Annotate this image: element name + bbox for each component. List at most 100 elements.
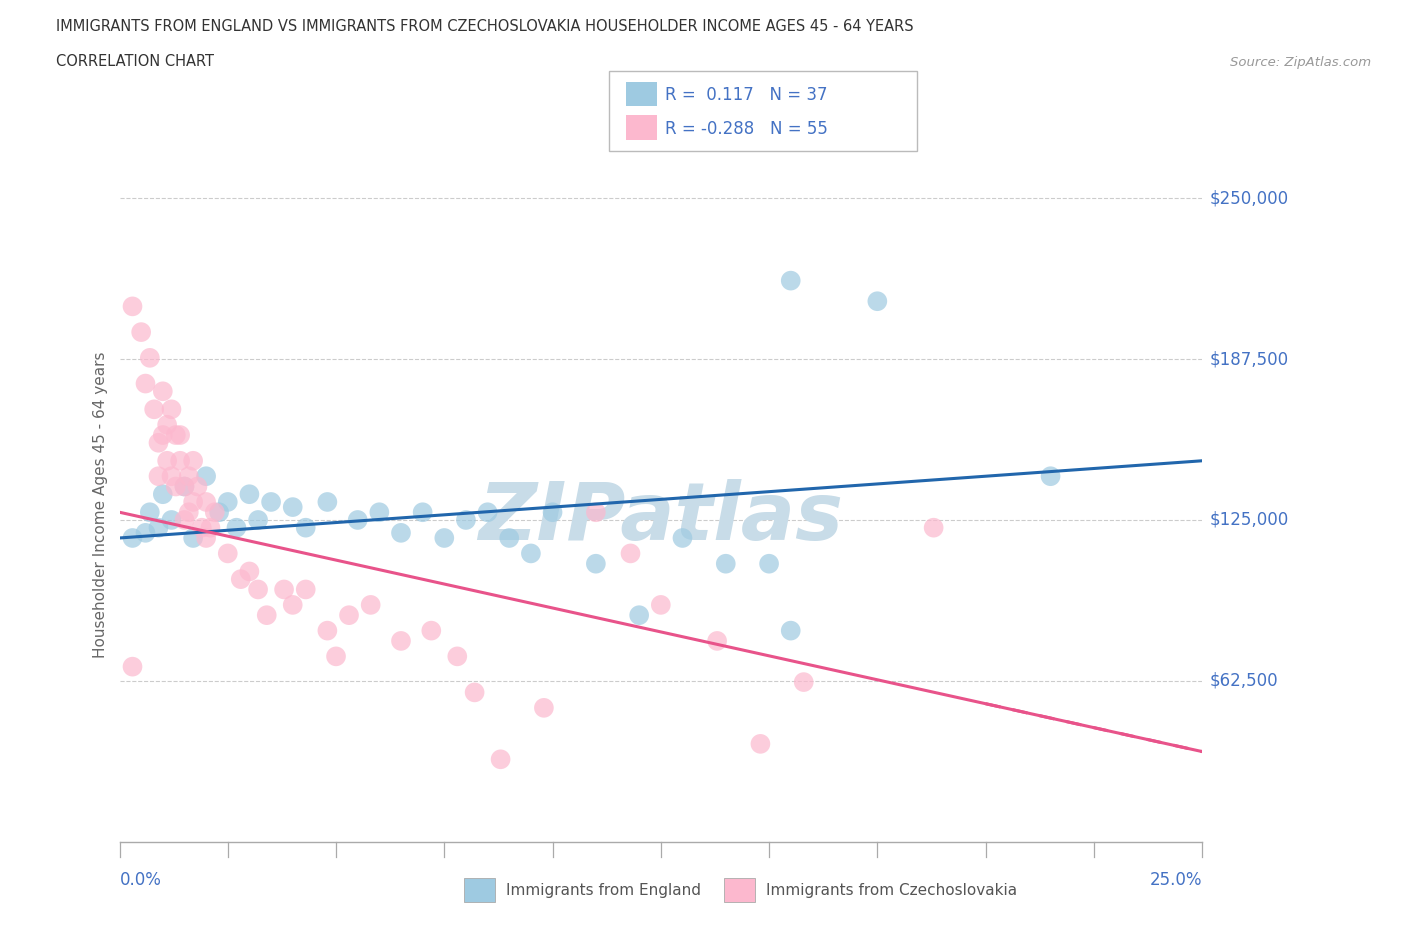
Point <box>533 700 555 715</box>
Point <box>922 520 945 535</box>
Point <box>200 520 222 535</box>
Point <box>1039 469 1062 484</box>
Point <box>160 402 183 417</box>
Text: 25.0%: 25.0% <box>1150 871 1202 889</box>
Point <box>156 453 179 468</box>
Text: 0.0%: 0.0% <box>120 871 162 889</box>
Point <box>134 376 156 391</box>
Point <box>793 674 815 689</box>
Point <box>714 556 737 571</box>
Point <box>541 505 564 520</box>
Text: Immigrants from England: Immigrants from England <box>506 883 702 897</box>
Point <box>177 505 200 520</box>
Point <box>217 495 239 510</box>
Point <box>273 582 295 597</box>
Point <box>671 530 693 545</box>
Point <box>619 546 641 561</box>
Point <box>585 556 607 571</box>
Point <box>498 530 520 545</box>
Point <box>148 435 170 450</box>
Point <box>294 582 316 597</box>
Point <box>225 520 247 535</box>
Text: Source: ZipAtlas.com: Source: ZipAtlas.com <box>1230 56 1371 69</box>
Point <box>238 564 260 578</box>
Point <box>247 512 270 527</box>
Point <box>360 597 382 612</box>
Point <box>706 633 728 648</box>
Point <box>464 685 486 700</box>
Point <box>160 469 183 484</box>
Text: $187,500: $187,500 <box>1209 350 1288 368</box>
Point <box>316 495 339 510</box>
Point <box>281 597 304 612</box>
Point <box>148 469 170 484</box>
Point <box>389 525 412 540</box>
Point <box>204 505 226 520</box>
Point <box>148 520 170 535</box>
Point <box>238 486 260 501</box>
Point <box>143 402 166 417</box>
Point <box>281 499 304 514</box>
Point <box>121 659 143 674</box>
Point <box>446 649 468 664</box>
Point <box>195 495 218 510</box>
Text: $125,000: $125,000 <box>1209 511 1288 529</box>
Point <box>208 505 231 520</box>
Point <box>152 384 174 399</box>
Point <box>121 530 143 545</box>
Point <box>195 530 218 545</box>
Point <box>139 351 162 365</box>
Point <box>195 469 218 484</box>
Point <box>173 479 195 494</box>
Point <box>316 623 339 638</box>
Text: IMMIGRANTS FROM ENGLAND VS IMMIGRANTS FROM CZECHOSLOVAKIA HOUSEHOLDER INCOME AGE: IMMIGRANTS FROM ENGLAND VS IMMIGRANTS FR… <box>56 19 914 33</box>
Text: R = -0.288   N = 55: R = -0.288 N = 55 <box>665 120 828 138</box>
Point <box>181 530 204 545</box>
Point <box>368 505 391 520</box>
Text: Immigrants from Czechoslovakia: Immigrants from Czechoslovakia <box>766 883 1018 897</box>
Point <box>173 479 195 494</box>
Point <box>420 623 443 638</box>
Point <box>169 453 191 468</box>
Point <box>177 469 200 484</box>
Point <box>156 418 179 432</box>
Point <box>585 505 607 520</box>
Point <box>186 479 208 494</box>
Point <box>260 495 283 510</box>
Point <box>337 607 360 622</box>
Point <box>169 428 191 443</box>
Point <box>129 325 152 339</box>
Point <box>779 273 801 288</box>
Point <box>165 479 187 494</box>
Point <box>139 505 162 520</box>
Text: $250,000: $250,000 <box>1209 190 1288 207</box>
Point <box>749 737 772 751</box>
Point <box>866 294 889 309</box>
Point <box>433 530 456 545</box>
Point <box>758 556 780 571</box>
Point <box>152 486 174 501</box>
Point <box>454 512 477 527</box>
Point <box>628 607 651 622</box>
Point <box>121 299 143 313</box>
Point <box>520 546 543 561</box>
Point <box>191 520 214 535</box>
Y-axis label: Householder Income Ages 45 - 64 years: Householder Income Ages 45 - 64 years <box>93 352 108 658</box>
Point <box>294 520 316 535</box>
Point <box>256 607 278 622</box>
Point <box>165 428 187 443</box>
Point <box>412 505 434 520</box>
Point <box>217 546 239 561</box>
Text: R =  0.117   N = 37: R = 0.117 N = 37 <box>665 86 828 104</box>
Text: $62,500: $62,500 <box>1209 671 1278 690</box>
Point <box>134 525 156 540</box>
Point <box>181 453 204 468</box>
Point <box>389 633 412 648</box>
Point <box>346 512 368 527</box>
Point <box>152 428 174 443</box>
Point <box>325 649 347 664</box>
Point <box>173 512 195 527</box>
Point <box>477 505 499 520</box>
Text: CORRELATION CHART: CORRELATION CHART <box>56 54 214 69</box>
Point <box>489 751 512 766</box>
